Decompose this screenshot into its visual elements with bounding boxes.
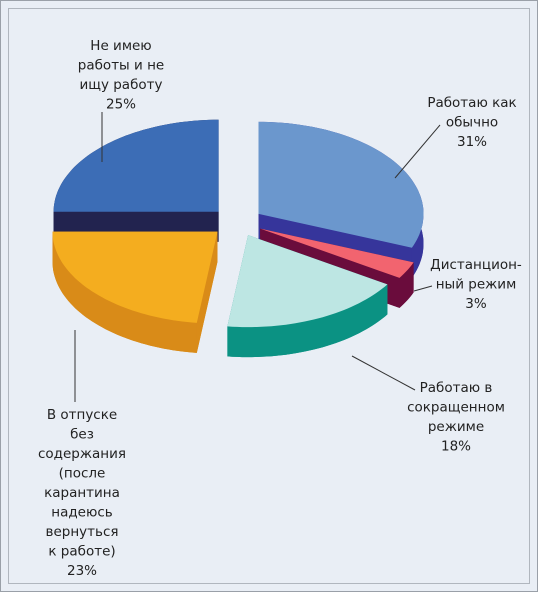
slice-side <box>227 284 388 358</box>
slice-label: ищу работу <box>79 77 162 93</box>
slice-label: обычно <box>446 115 498 131</box>
value-label: 18% <box>441 439 471 455</box>
slice-label: к работе) <box>48 544 115 560</box>
slice-label: (после <box>59 466 106 482</box>
slice-side <box>52 231 197 353</box>
leader-line <box>351 355 416 391</box>
slice-label: сокращенном <box>407 400 505 416</box>
slice-label: В отпуске <box>47 407 117 423</box>
slice-label: без <box>70 427 94 443</box>
slice-label: Не имею <box>90 38 151 54</box>
value-label: 3% <box>465 296 487 312</box>
slice-label: ный режим <box>436 277 517 293</box>
slice-label: Работаю как <box>427 95 516 111</box>
slice <box>227 235 388 328</box>
slice-label: режиме <box>428 419 484 435</box>
value-label: 25% <box>106 97 136 113</box>
slice-label: карантина <box>44 485 120 501</box>
value-label: 23% <box>67 563 97 579</box>
leader-line <box>413 285 433 292</box>
slice-side <box>399 262 414 308</box>
frame <box>8 8 530 584</box>
slice-side <box>196 231 218 353</box>
slice <box>258 121 424 248</box>
slice-label: Дистанцион- <box>430 257 522 273</box>
leader-line <box>394 124 441 179</box>
slice <box>260 228 414 278</box>
slice-label: Работаю в <box>420 380 493 396</box>
slice-label: содержания <box>38 446 126 462</box>
slice-label: надеюсь <box>51 505 113 521</box>
slice-label: работы и не <box>78 58 164 74</box>
slice <box>52 231 218 323</box>
slice <box>53 119 219 212</box>
value-label: 31% <box>457 134 487 150</box>
slice-label: вернуться <box>45 524 118 540</box>
